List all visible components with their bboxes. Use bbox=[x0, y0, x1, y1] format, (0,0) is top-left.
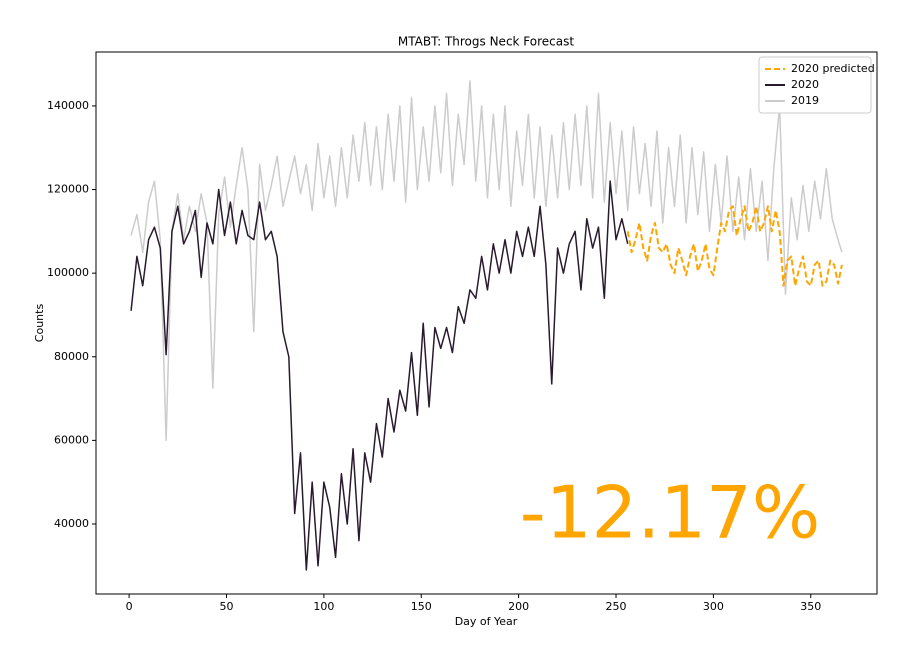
y-tick-label: 120000 bbox=[47, 183, 89, 196]
y-axis-label: Counts bbox=[33, 304, 46, 343]
y-tick-label: 40000 bbox=[54, 517, 89, 530]
legend-label: 2019 bbox=[791, 94, 819, 107]
x-tick-label: 0 bbox=[126, 600, 133, 613]
legend-label: 2020 bbox=[791, 78, 819, 91]
series-line bbox=[626, 205, 843, 287]
x-tick-label: 350 bbox=[800, 600, 821, 613]
x-tick-label: 200 bbox=[508, 600, 529, 613]
legend: 2020 predicted 2020 2019 bbox=[758, 56, 875, 114]
x-tick-label: 150 bbox=[411, 600, 432, 613]
plot-frame bbox=[95, 51, 878, 595]
chart-title: MTABT: Throgs Neck Forecast bbox=[398, 35, 574, 49]
x-tick-label: 300 bbox=[703, 600, 724, 613]
legend-label: 2020 predicted bbox=[791, 62, 875, 75]
x-axis-label: Day of Year bbox=[455, 615, 518, 628]
y-tick-label: 80000 bbox=[54, 350, 89, 363]
y-tick-label: 60000 bbox=[54, 433, 89, 446]
y-tick-label: 140000 bbox=[47, 99, 89, 112]
x-tick-label: 50 bbox=[219, 600, 233, 613]
legend-box bbox=[758, 56, 872, 114]
y-tick-label: 100000 bbox=[47, 266, 89, 279]
annotation: -12.17% bbox=[520, 471, 821, 555]
x-tick-label: 250 bbox=[606, 600, 627, 613]
x-tick-label: 100 bbox=[313, 600, 334, 613]
series-line bbox=[130, 180, 629, 571]
